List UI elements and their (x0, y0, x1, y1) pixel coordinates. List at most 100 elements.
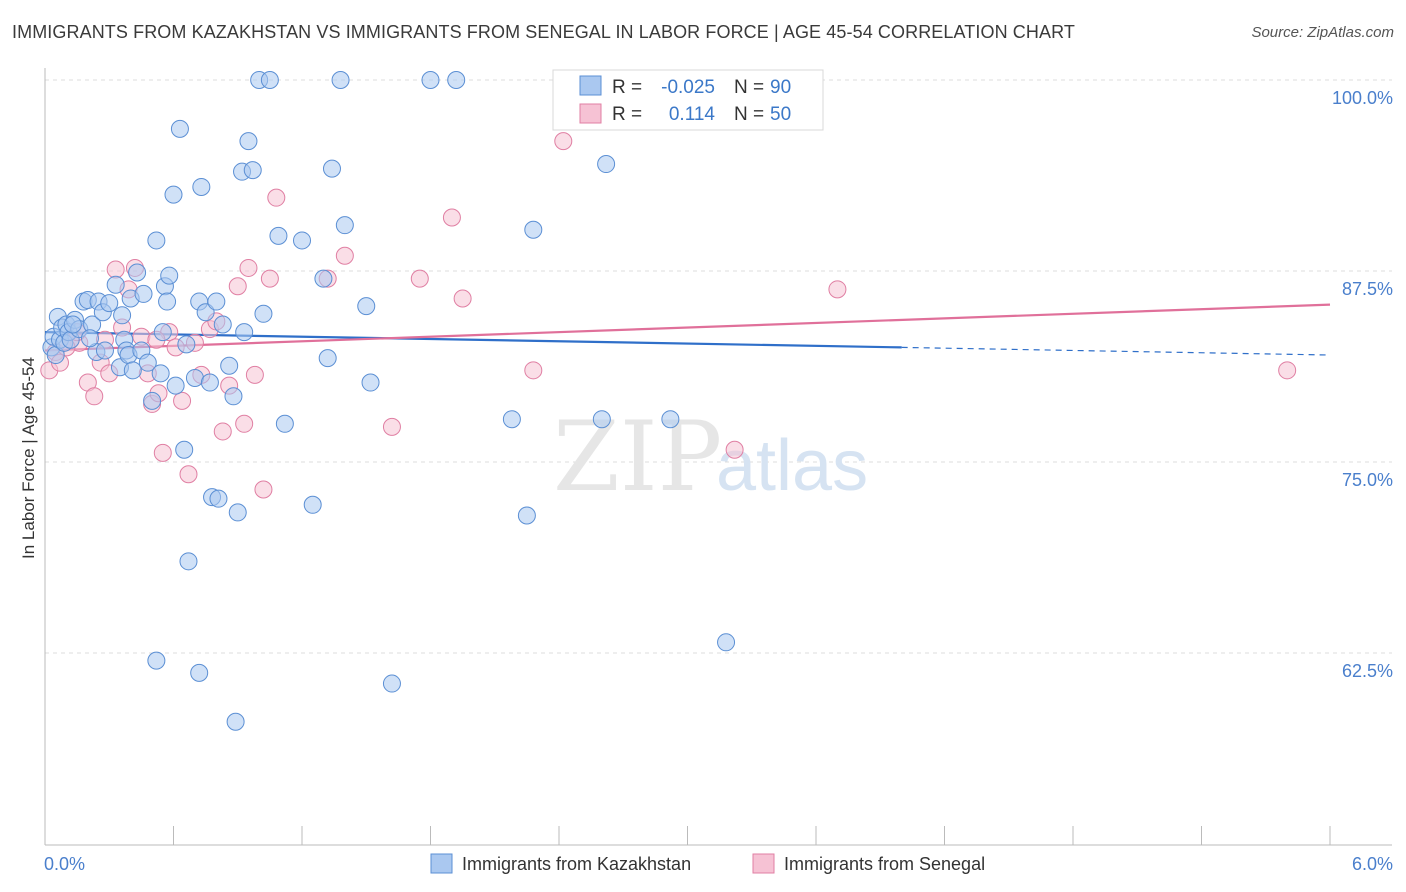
watermark-atlas: atlas (716, 426, 868, 506)
point-kazakhstan (502, 410, 521, 429)
point-senegal (260, 269, 279, 288)
point-kazakhstan (185, 368, 204, 387)
point-kazakhstan (160, 266, 179, 285)
point-kazakhstan (138, 353, 157, 372)
point-kazakhstan (243, 161, 262, 180)
point-kazakhstan (661, 410, 680, 429)
x-tick-label: 0.0% (44, 854, 85, 874)
trend-line-senegal-solid (44, 303, 1331, 352)
point-kazakhstan (170, 119, 189, 138)
legend-n-value-kazakhstan: 90 (770, 77, 791, 98)
point-kazakhstan (113, 306, 132, 325)
point-kazakhstan (200, 373, 219, 392)
trend-line-senegal (44, 303, 1331, 352)
y-tick-label: 75.0% (1342, 470, 1393, 490)
point-senegal (173, 391, 192, 410)
point-senegal (453, 289, 472, 308)
y-tick-labels: 100.0% 87.5% 75.0% 62.5% (1332, 88, 1393, 681)
point-senegal (235, 414, 254, 433)
point-kazakhstan (128, 263, 147, 282)
point-senegal (254, 480, 273, 499)
point-kazakhstan (220, 356, 239, 375)
point-senegal (382, 417, 401, 436)
point-kazakhstan (80, 329, 99, 348)
point-kazakhstan (228, 503, 247, 522)
point-kazakhstan (361, 373, 380, 392)
point-kazakhstan (275, 414, 294, 433)
legend-swatch-senegal (752, 853, 775, 874)
point-kazakhstan (95, 341, 114, 360)
point-senegal (442, 208, 461, 227)
point-kazakhstan (123, 361, 142, 380)
point-kazakhstan (63, 315, 82, 334)
trend-line-kazakhstan-solid (44, 331, 902, 349)
point-kazakhstan (269, 226, 288, 245)
point-kazakhstan (147, 231, 166, 250)
watermark-zip: ZIP (553, 401, 722, 513)
point-kazakhstan (318, 349, 337, 368)
point-kazakhstan (254, 304, 273, 323)
watermark: ZIP atlas (553, 401, 868, 513)
point-kazakhstan (226, 712, 245, 731)
point-kazakhstan (153, 323, 172, 342)
point-kazakhstan (293, 231, 311, 250)
point-kazakhstan (717, 633, 736, 652)
point-kazakhstan (147, 651, 166, 670)
point-senegal (725, 440, 744, 459)
axes (44, 68, 1392, 846)
point-kazakhstan (207, 292, 226, 311)
point-kazakhstan (100, 294, 119, 313)
point-kazakhstan (164, 185, 183, 204)
point-kazakhstan (166, 376, 185, 395)
point-kazakhstan (592, 410, 611, 429)
legend-stats-swatch-kazakhstan (579, 75, 602, 96)
point-kazakhstan (192, 177, 211, 196)
y-tick-label: 62.5% (1342, 661, 1393, 681)
y-tick-label: 87.5% (1342, 279, 1393, 299)
point-kazakhstan (175, 440, 194, 459)
legend-series: Immigrants from Kazakhstan Immigrants fr… (430, 853, 985, 874)
point-senegal (1278, 361, 1297, 380)
point-kazakhstan (331, 71, 350, 89)
point-kazakhstan (134, 284, 153, 303)
point-kazakhstan (224, 387, 243, 406)
legend-r-label-kazakhstan: R = (612, 77, 642, 98)
x-tick-label: 6.0% (1352, 854, 1393, 874)
point-kazakhstan (335, 216, 354, 235)
point-kazakhstan (239, 132, 258, 151)
point-senegal (179, 465, 198, 484)
legend-r-value-kazakhstan: -0.025 (661, 77, 715, 98)
point-kazakhstan (322, 159, 341, 178)
trend-line-kazakhstan-dashed (901, 346, 1331, 356)
legend-r-label-senegal: R = (612, 104, 642, 125)
point-senegal (524, 361, 543, 380)
point-senegal (554, 132, 573, 151)
point-kazakhstan (151, 364, 170, 383)
point-kazakhstan (314, 269, 333, 288)
legend-label-kazakhstan: Immigrants from Kazakhstan (462, 854, 691, 874)
point-senegal (239, 258, 258, 277)
point-kazakhstan (179, 552, 198, 571)
point-kazakhstan (235, 323, 254, 342)
point-kazakhstan (357, 297, 376, 316)
point-senegal (85, 387, 104, 406)
y-tick-label: 100.0% (1332, 88, 1393, 108)
point-kazakhstan (196, 303, 215, 322)
source-attribution: Source: ZipAtlas.com (1251, 24, 1394, 41)
point-kazakhstan (517, 506, 536, 525)
chart-title: IMMIGRANTS FROM KAZAKHSTAN VS IMMIGRANTS… (12, 22, 1075, 42)
point-kazakhstan (597, 155, 616, 174)
point-senegal (213, 422, 232, 441)
point-senegal (228, 277, 247, 296)
point-kazakhstan (158, 292, 177, 311)
legend-n-label-senegal: N = (734, 104, 764, 125)
point-senegal (828, 280, 847, 299)
point-kazakhstan (260, 71, 279, 89)
point-kazakhstan (382, 674, 401, 693)
point-senegal (335, 246, 354, 265)
point-kazakhstan (421, 71, 440, 89)
point-kazakhstan (106, 275, 125, 294)
point-kazakhstan (177, 335, 196, 354)
legend-stats-swatch-senegal (579, 103, 602, 124)
